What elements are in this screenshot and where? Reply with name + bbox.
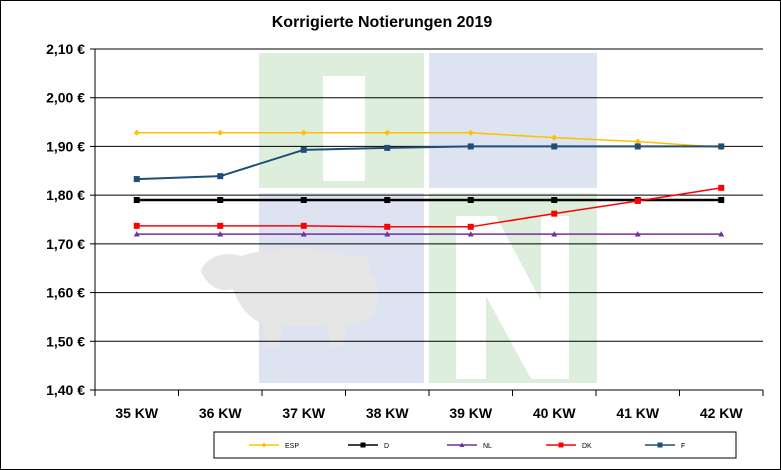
y-tick-label: 2,00 €: [46, 90, 85, 106]
legend-marker-esp: [261, 442, 267, 448]
x-tick-label: 41 KW: [616, 405, 660, 421]
data-point-dk: [384, 223, 391, 230]
data-point-esp: [300, 129, 307, 136]
data-point-dk: [133, 222, 140, 229]
watermark-block-green-br: [429, 193, 597, 383]
data-point-d: [133, 197, 140, 204]
watermark-block-blue-tr: [429, 53, 597, 188]
data-point-dk: [551, 210, 558, 217]
x-tick-label: 39 KW: [449, 405, 493, 421]
series-dk: [133, 184, 725, 230]
legend: ESP D NL DK F: [213, 431, 737, 459]
data-point-f: [718, 143, 725, 150]
data-point-esp: [133, 129, 140, 136]
data-point-dk: [634, 197, 641, 204]
data-point-nl: [217, 231, 224, 237]
data-point-dk: [718, 184, 725, 191]
isn-logo-watermark: [201, 53, 597, 383]
series-line-f: [136, 145, 722, 181]
watermark-letter-n: [456, 216, 569, 379]
data-point-d: [551, 197, 558, 204]
chart-title: Korrigierte Notierungen 2019: [272, 14, 493, 31]
data-point-nl: [718, 231, 725, 237]
legend-label-esp: ESP: [285, 443, 299, 450]
legend-label-dk: DK: [582, 443, 592, 450]
y-tick-label: 1,70 €: [46, 236, 85, 252]
data-point-f: [133, 176, 140, 183]
y-tick-label: 1,50 €: [46, 333, 85, 349]
series-line-dk: [136, 187, 722, 228]
watermark-block-blue-bl: [259, 193, 424, 383]
series-f: [133, 143, 725, 183]
data-point-f: [467, 143, 474, 150]
x-tick-label: 35 KW: [115, 405, 159, 421]
watermark-pig-silhouette: [201, 248, 378, 346]
y-axis: 2,10 € 2,00 € 1,90 € 1,80 € 1,70 € 1,60 € 1,50…: [46, 41, 96, 398]
y-tick-label: 1,80 €: [46, 187, 85, 203]
watermark-block-green-tl: [259, 53, 424, 188]
data-point-d: [718, 197, 725, 204]
data-point-d: [467, 197, 474, 204]
data-point-nl: [467, 231, 474, 237]
data-point-d: [217, 197, 224, 204]
data-point-esp: [467, 129, 474, 136]
legend-marker-f: [657, 442, 663, 448]
data-point-nl: [634, 231, 641, 237]
watermark-letter-i: [323, 76, 365, 181]
legend-label-d: D: [384, 443, 389, 450]
x-tick-label: 40 KW: [533, 405, 577, 421]
x-tick-label: 38 KW: [366, 405, 410, 421]
series-nl: [133, 231, 725, 237]
y-tick-label: 2,10 €: [46, 41, 85, 57]
data-point-f: [384, 144, 391, 151]
data-point-nl: [300, 231, 307, 237]
data-point-nl: [133, 231, 140, 237]
legend-marker-d: [360, 442, 366, 448]
legend-marker-nl: [459, 442, 465, 447]
data-point-esp: [634, 138, 641, 145]
y-tick-label: 1,40 €: [46, 382, 85, 398]
legend-label-f: F: [681, 443, 685, 450]
x-axis: 35 KW 36 KW 37 KW 38 KW 39 KW 40 KW 41 KW 42 KW: [94, 389, 764, 421]
data-point-dk: [300, 222, 307, 229]
data-point-esp: [384, 129, 391, 136]
y-tick-label: 1,60 €: [46, 285, 85, 301]
x-tick-label: 42 KW: [700, 405, 744, 421]
data-point-dk: [467, 223, 474, 230]
gridlines: [95, 48, 763, 391]
legend-marker-dk: [558, 442, 564, 448]
data-point-esp: [551, 134, 558, 141]
x-tick-label: 37 KW: [282, 405, 326, 421]
data-point-nl: [384, 231, 391, 237]
series-line-esp: [136, 132, 722, 149]
series-esp: [133, 129, 725, 151]
data-point-f: [634, 143, 641, 150]
y-tick-label: 1,90 €: [46, 138, 85, 154]
data-point-f: [217, 173, 224, 180]
data-point-f: [551, 143, 558, 150]
series-layer: [133, 129, 725, 237]
x-tick-label: 36 KW: [199, 405, 243, 421]
data-point-nl: [551, 231, 558, 237]
data-point-dk: [217, 222, 224, 229]
data-point-d: [384, 197, 391, 204]
data-point-f: [300, 146, 307, 153]
data-point-esp: [217, 129, 224, 136]
data-point-d: [300, 197, 307, 204]
legend-label-nl: NL: [483, 443, 492, 450]
